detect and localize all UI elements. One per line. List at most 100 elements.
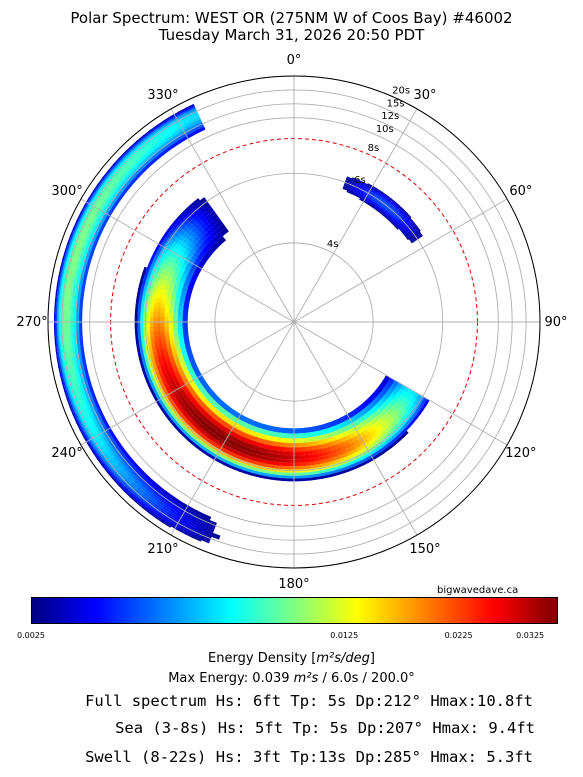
energy-cell [153,321,157,327]
energy-cell [147,147,156,156]
energy-cell [176,349,183,356]
polar-plot: 0°30°60°90°120°150°180°210°240°270°300°3… [16,53,567,590]
energy-cell [66,293,70,303]
energy-cell [298,478,306,482]
energy-cell [163,288,169,296]
energy-cell [140,305,145,312]
energy-cell [407,232,413,238]
energy-cell [117,442,125,452]
energy-cell [219,229,226,237]
energy-cell [316,430,323,437]
energy-cell [301,437,307,443]
energy-cell [67,285,72,295]
energy-cell [139,484,148,493]
energy-cell [403,215,409,221]
energy-cell [359,186,366,190]
energy-cell [157,121,166,128]
energy-cell [209,399,217,406]
energy-cell [70,269,75,279]
energy-cell [401,216,407,223]
energy-cell [90,227,97,237]
energy-cell [407,420,414,428]
energy-cell [374,192,380,198]
energy-cell [88,443,96,452]
energy-cell [166,120,176,128]
energy-cell [116,160,124,169]
energy-cell [156,306,162,313]
energy-cell [82,205,89,216]
energy-cell [346,176,353,180]
energy-cell [192,536,202,542]
energy-cell [161,378,168,386]
energy-cell [171,506,181,514]
energy-cell [360,184,367,189]
energy-cell [370,187,377,193]
energy-cell [359,455,367,461]
energy-cell [112,157,121,166]
energy-cell [164,330,170,336]
energy-cell [297,455,304,460]
energy-cell [298,466,305,470]
energy-cell [267,464,274,469]
energy-cell [188,111,198,117]
energy-cell [80,287,85,297]
energy-cell [61,267,65,278]
energy-cell [93,228,100,238]
energy-cell [101,417,109,427]
energy-cell [76,211,82,222]
energy-cell [159,509,169,517]
energy-cell [186,124,196,132]
energy-cell [173,333,179,339]
outer-circle [47,75,541,569]
energy-cell [183,302,190,308]
energy-cell [158,404,165,412]
energy-cell [168,138,178,146]
energy-cell [72,270,77,280]
energy-cell [397,220,403,226]
angle-label: 180° [278,577,309,590]
energy-cell [106,450,114,460]
energy-cell [380,201,387,207]
energy-cell [157,392,164,399]
energy-cell [374,202,380,207]
energy-cell [58,266,62,277]
energy-cell [69,348,74,358]
energy-cell [107,459,116,469]
energy-cell [92,192,99,202]
energy-cell [61,357,65,367]
energy-cell [176,136,186,145]
energy-cell [349,445,356,452]
energy-cell [80,393,86,403]
energy-cell [163,389,169,396]
energy-cell [405,227,411,233]
energy-cell [326,437,333,443]
energy-cell [206,522,216,529]
energy-cell [210,451,218,458]
energy-cell [73,278,78,288]
energy-cell [142,493,151,501]
energy-cell [315,448,322,454]
energy-cell [153,306,158,313]
energy-cell [82,401,89,411]
energy-cell [204,243,212,251]
energy-cell [127,170,136,179]
energy-cell [135,477,144,486]
energy-cell [70,277,75,288]
energy-cell [246,447,253,453]
energy-cell [92,405,99,415]
energy-cell [120,164,128,173]
energy-cell [398,227,404,233]
energy-cell [146,134,156,142]
energy-cell [89,218,96,228]
angular-grid-line [293,321,418,536]
energy-cell [393,210,399,216]
energy-cell [164,229,171,237]
energy-cell [390,198,396,203]
energy-cell [84,391,91,402]
energy-cell [168,365,174,373]
energy-cell [228,451,236,457]
energy-cell [56,358,60,368]
energy-cell [89,398,96,408]
energy-cell [149,124,159,132]
energy-cell [160,508,170,516]
